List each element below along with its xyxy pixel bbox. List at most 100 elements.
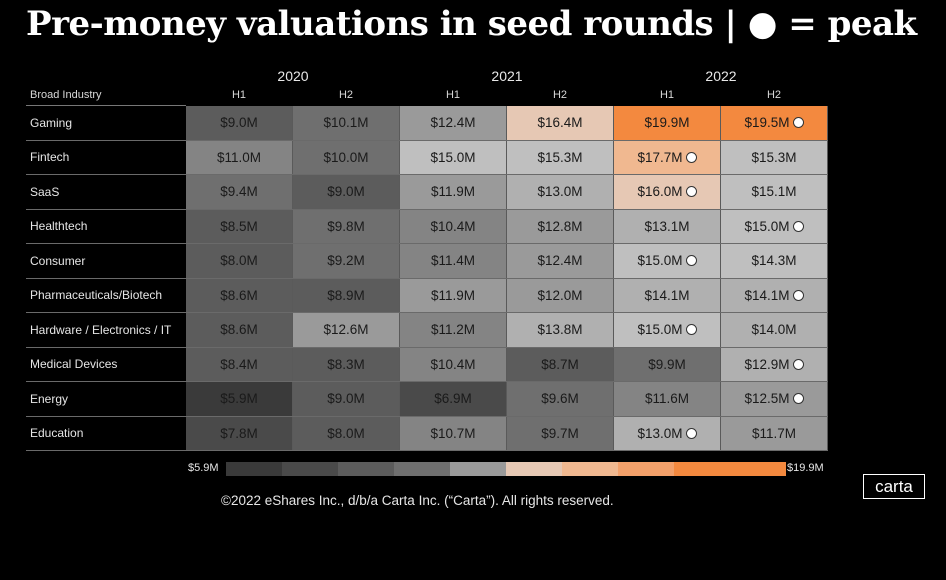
cell-value: $8.0M <box>327 425 365 441</box>
table-row: Fintech $11.0M $10.0M $15.0M $15.3M $17.7M $15… <box>26 140 828 175</box>
header-divider <box>26 105 186 106</box>
cell-value: $12.0M <box>537 287 583 303</box>
legend-swatch <box>506 462 562 476</box>
peak-marker-icon <box>685 255 697 267</box>
heatmap-cell: $9.4M <box>186 175 293 209</box>
heatmap-cell: $13.0M <box>507 175 614 209</box>
industry-label: Healthtech <box>30 219 88 234</box>
heatmap-cell: $11.6M <box>614 382 721 416</box>
cell-value: $15.0M <box>430 149 476 165</box>
cell-value: $11.9M <box>430 184 476 200</box>
heatmap-cell: $10.4M <box>400 209 507 243</box>
peak-marker-icon <box>792 289 804 301</box>
heatmap-cell: $17.7M <box>614 140 721 174</box>
cell-value: $15.0M <box>637 322 683 338</box>
heatmap-cell: $9.7M <box>507 416 614 450</box>
industry-label: Energy <box>30 391 69 406</box>
heatmap-cell: $8.0M <box>186 244 293 278</box>
heatmap-cell: $15.3M <box>507 140 614 174</box>
cell-value: $15.3M <box>537 149 583 165</box>
heatmap-cell: $14.1M <box>721 278 828 312</box>
legend-max-label: $19.9M <box>787 462 824 474</box>
heatmap-cell: $9.0M <box>186 106 293 140</box>
cell-value: $8.9M <box>327 287 365 303</box>
heatmap-cell: $9.2M <box>293 244 400 278</box>
carta-logo: carta <box>863 474 925 499</box>
cell-value: $19.9M <box>644 115 690 131</box>
half-label: H1 <box>659 89 675 101</box>
cell-value: $14.0M <box>751 322 797 338</box>
heatmap-cell: $8.6M <box>186 278 293 312</box>
peak-marker-icon <box>685 151 697 163</box>
heatmap-cell: $16.0M <box>614 175 721 209</box>
industry-label: Pharmaceuticals/Biotech <box>30 288 163 303</box>
industry-label: Medical Devices <box>30 357 118 372</box>
table-row: Pharmaceuticals/Biotech $8.6M $8.9M $11.9M $… <box>26 278 828 313</box>
cell-value: $10.1M <box>323 115 369 131</box>
cell-value: $17.7M <box>637 149 683 165</box>
heatmap-cell: $7.8M <box>186 416 293 450</box>
cell-value: $15.3M <box>751 149 797 165</box>
cell-value: $8.4M <box>220 356 258 372</box>
cell-value: $8.6M <box>220 322 258 338</box>
table-row: Healthtech $8.5M $9.8M $10.4M $12.8M $13.1M $1… <box>26 209 828 244</box>
peak-marker-icon <box>685 427 697 439</box>
heatmap-cell: $15.0M <box>614 313 721 347</box>
cell-value: $11.4M <box>430 253 476 269</box>
heatmap-cell: $12.0M <box>507 278 614 312</box>
heatmap-cell: $12.8M <box>507 209 614 243</box>
cell-value: $15.0M <box>744 218 790 234</box>
cell-value: $15.0M <box>637 253 683 269</box>
cell-value: $13.0M <box>537 184 583 200</box>
cell-value: $10.4M <box>430 356 476 372</box>
heatmap-cell: $12.6M <box>293 313 400 347</box>
heatmap-cell: $11.0M <box>186 140 293 174</box>
table-row: Hardware / Electronics / IT $8.6M $12.6M $1… <box>26 313 828 348</box>
cell-value: $14.1M <box>744 287 790 303</box>
half-label: H1 <box>445 89 461 101</box>
heatmap-cell: $15.0M <box>721 209 828 243</box>
chart-title: Pre-money valuations in seed rounds | ● … <box>26 4 917 44</box>
cell-value: $16.4M <box>537 115 583 131</box>
industry-label: Education <box>30 426 84 441</box>
cell-value: $19.5M <box>744 115 790 131</box>
cell-value: $8.0M <box>220 253 258 269</box>
heatmap-cell: $10.7M <box>400 416 507 450</box>
cell-value: $14.3M <box>751 253 797 269</box>
cell-value: $12.5M <box>744 391 790 407</box>
table-row: Medical Devices $8.4M $8.3M $10.4M $8.7M $9.9… <box>26 347 828 382</box>
cell-value: $8.3M <box>327 356 365 372</box>
cell-value: $12.8M <box>537 218 583 234</box>
cell-value: $9.7M <box>541 425 579 441</box>
heatmap-cell: $13.0M <box>614 416 721 450</box>
half-label: H2 <box>338 89 354 101</box>
cell-value: $16.0M <box>637 184 683 200</box>
cell-value: $10.0M <box>323 149 369 165</box>
peak-marker-icon <box>792 220 804 232</box>
heatmap-cell: $14.0M <box>721 313 828 347</box>
cell-value: $9.0M <box>327 184 365 200</box>
heatmap-cell: $11.4M <box>400 244 507 278</box>
industry-label: Fintech <box>30 150 70 165</box>
cell-value: $5.9M <box>220 391 258 407</box>
cell-value: $13.1M <box>644 218 690 234</box>
heatmap-cell: $8.3M <box>293 347 400 381</box>
heatmap-cell: $11.7M <box>721 416 828 450</box>
industry-label: Consumer <box>30 253 86 268</box>
cell-value: $15.1M <box>751 184 797 200</box>
year-label-2021: 2021 <box>491 68 523 84</box>
color-scale-legend <box>226 462 786 476</box>
cell-value: $12.9M <box>744 356 790 372</box>
cell-value: $9.0M <box>220 115 258 131</box>
cell-value: $7.8M <box>220 425 258 441</box>
legend-swatch <box>730 462 786 476</box>
heatmap-cell: $9.6M <box>507 382 614 416</box>
heatmap-cell: $19.5M <box>721 106 828 140</box>
cell-value: $10.4M <box>430 218 476 234</box>
heatmap-cell: $8.6M <box>186 313 293 347</box>
heatmap-cell: $8.7M <box>507 347 614 381</box>
copyright-text: ©2022 eShares Inc., d/b/a Carta Inc. (“C… <box>221 493 614 508</box>
cell-value: $9.0M <box>327 391 365 407</box>
heatmap-cell: $19.9M <box>614 106 721 140</box>
heatmap-cell: $12.5M <box>721 382 828 416</box>
